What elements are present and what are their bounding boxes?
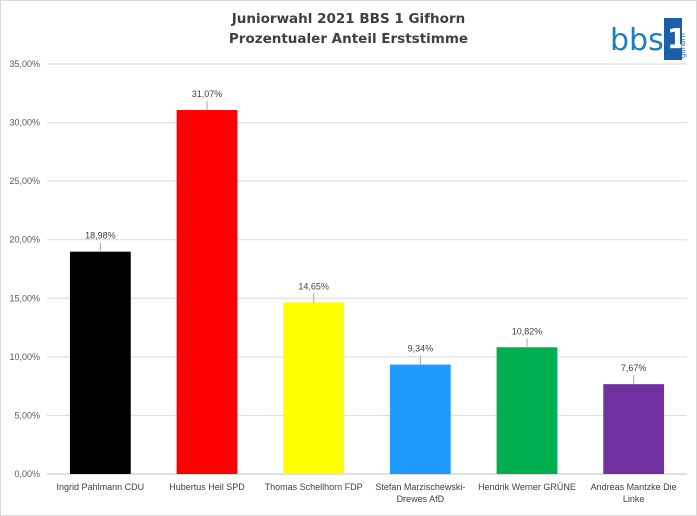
bbs-logo: bbs 1 gifhorn [610, 18, 687, 60]
data-label: 18,98% [85, 231, 116, 241]
category-label: Thomas Schellhorn FDP [265, 482, 363, 492]
labels: 0,00% 5,00% 10,00% 15,00% 20,00% 25,00% 30,00%… [9, 59, 676, 504]
category-label: Hubertus Heil SPD [169, 482, 245, 492]
logo-subtext: gifhorn [679, 33, 687, 58]
y-tick-label: 20,00% [9, 235, 40, 245]
category-label: Ingrid Pahlmann CDU [57, 482, 145, 492]
bar [496, 347, 558, 474]
y-tick-label: 30,00% [9, 118, 40, 128]
chart-subtitle: Prozentualer Anteil Erststimme [228, 31, 469, 47]
bar [69, 251, 131, 474]
data-label: 14,65% [298, 281, 329, 291]
y-tick-label: 0,00% [14, 469, 40, 479]
category-label: Andreas Mantzke Die [591, 482, 677, 492]
data-label: 7,67% [621, 363, 647, 373]
bar [389, 364, 451, 474]
y-tick-label: 35,00% [9, 59, 40, 69]
category-label: Drewes AfD [397, 494, 445, 504]
logo-block [664, 18, 682, 60]
data-label: 31,07% [192, 89, 223, 99]
bar [283, 302, 345, 474]
y-tick-label: 10,00% [9, 352, 40, 362]
logo-digit: 1 [667, 22, 686, 55]
y-tick-label: 25,00% [9, 176, 40, 186]
bar [176, 110, 238, 474]
y-tick-label: 15,00% [9, 293, 40, 303]
bars [69, 110, 665, 474]
category-label: Linke [623, 494, 645, 504]
category-label: Stefan Marzischewski- [375, 482, 465, 492]
y-tick-label: 5,00% [14, 410, 40, 420]
category-label: Hendrik Werner GRÜNE [478, 482, 576, 492]
data-label: 10,82% [512, 326, 543, 336]
gridlines [47, 63, 687, 475]
data-label: 9,34% [408, 344, 434, 354]
bar [603, 384, 665, 474]
logo-text: bbs [610, 23, 664, 58]
chart-title: Juniorwahl 2021 BBS 1 Gifhorn [231, 11, 466, 27]
